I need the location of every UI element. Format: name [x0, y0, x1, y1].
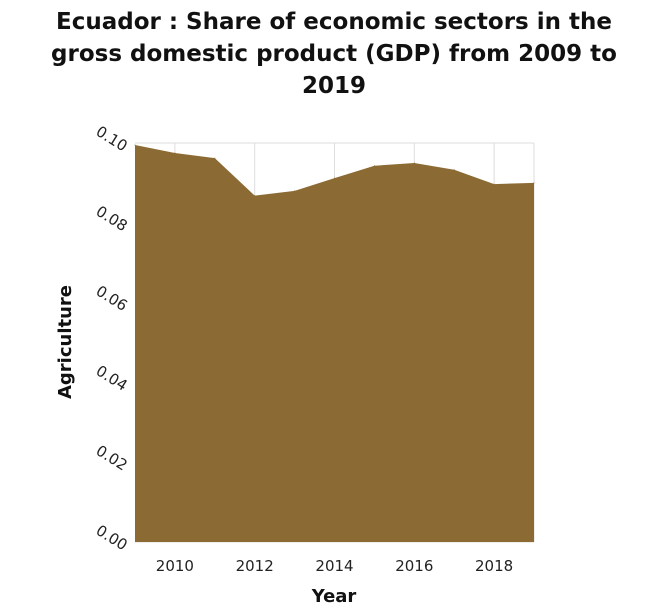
data-point-2012 — [254, 195, 256, 197]
data-point-2018 — [493, 183, 495, 185]
y-tick-label: 0.08 — [93, 202, 131, 235]
x-axis-label: Year — [311, 586, 357, 607]
x-tick-label: 2014 — [315, 557, 353, 575]
x-tick-label: 2010 — [156, 557, 194, 575]
data-point-2015 — [373, 165, 375, 167]
data-point-2019 — [533, 182, 535, 184]
chart-title-line-1: Ecuador : Share of economic sectors in t… — [56, 9, 612, 35]
data-point-2013 — [294, 190, 296, 192]
data-point-2016 — [413, 162, 415, 164]
y-tick-label: 0.04 — [93, 362, 131, 395]
y-tick-label: 0.02 — [93, 441, 131, 474]
y-tick-label: 0.06 — [93, 282, 131, 315]
x-tick-labels: 2010 2012 2014 2016 2018 — [156, 557, 513, 575]
chart-title-line-2: gross domestic product (GDP) from 2009 t… — [51, 41, 617, 67]
agriculture-area — [135, 144, 534, 542]
x-tick-label: 2016 — [395, 557, 433, 575]
x-tick-label: 2018 — [475, 557, 513, 575]
data-point-2014 — [334, 177, 335, 179]
chart-title-line-3: 2019 — [301, 73, 366, 99]
x-tick-label: 2012 — [236, 557, 274, 575]
y-tick-label: 0.00 — [93, 521, 131, 554]
data-point-2017 — [453, 169, 455, 171]
y-axis-label: Agriculture — [55, 285, 76, 399]
data-point-2010 — [174, 152, 176, 154]
data-point-2009 — [134, 144, 136, 146]
y-tick-labels: 0.00 0.02 0.04 0.06 0.08 0.10 — [93, 122, 131, 554]
area-layer — [134, 144, 535, 542]
y-tick-label: 0.10 — [93, 122, 131, 155]
chart-title: Ecuador : Share of economic sectors in t… — [0, 6, 668, 102]
data-point-2011 — [214, 157, 216, 159]
